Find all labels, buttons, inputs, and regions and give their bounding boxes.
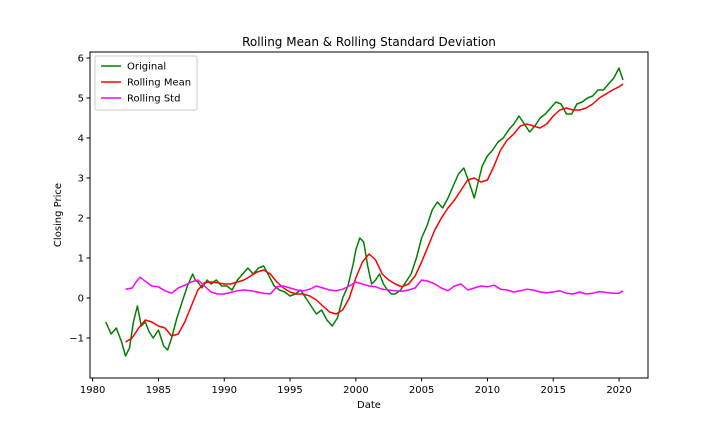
series-line-original xyxy=(105,67,624,357)
x-tick-label: 1980 xyxy=(80,385,105,396)
axes-layer: 1980 1985 1990 1995 2000 2005 2010 2015 2020 −1 0 1… xyxy=(69,51,649,396)
x-tick-label: 2015 xyxy=(541,385,566,396)
plot-frame xyxy=(89,51,649,379)
x-axis-label: Date xyxy=(357,400,381,411)
y-tick-label: 1 xyxy=(78,254,84,265)
y-tick-label: −1 xyxy=(69,334,84,345)
y-axis-label: Closing Price xyxy=(53,183,64,247)
x-tick-label: 2020 xyxy=(606,385,631,396)
chart-title: Rolling Mean & Rolling Standard Deviatio… xyxy=(242,35,496,49)
x-tick-label: 1990 xyxy=(212,385,237,396)
legend-label: Rolling Mean xyxy=(127,78,191,89)
x-tick-label: 2000 xyxy=(343,385,368,396)
y-tick-label: 5 xyxy=(78,94,84,105)
x-tick-label: 1985 xyxy=(146,385,171,396)
x-tick-label: 1995 xyxy=(277,385,302,396)
y-tick-label: 3 xyxy=(78,174,84,185)
y-tick-label: 2 xyxy=(78,214,84,225)
series-layer xyxy=(105,67,624,357)
legend: Original Rolling Mean Rolling Std xyxy=(94,55,198,111)
y-tick-label: 4 xyxy=(78,134,84,145)
series-line-rolling-std xyxy=(125,276,624,295)
y-tick-label: 0 xyxy=(78,294,84,305)
x-tick-label: 2005 xyxy=(409,385,434,396)
x-tick-label: 2010 xyxy=(475,385,500,396)
legend-label: Original xyxy=(127,62,166,73)
series-line-rolling-mean xyxy=(125,83,624,343)
legend-box xyxy=(94,55,198,111)
y-tick-label: 6 xyxy=(78,54,84,65)
legend-label: Rolling Std xyxy=(127,94,180,105)
